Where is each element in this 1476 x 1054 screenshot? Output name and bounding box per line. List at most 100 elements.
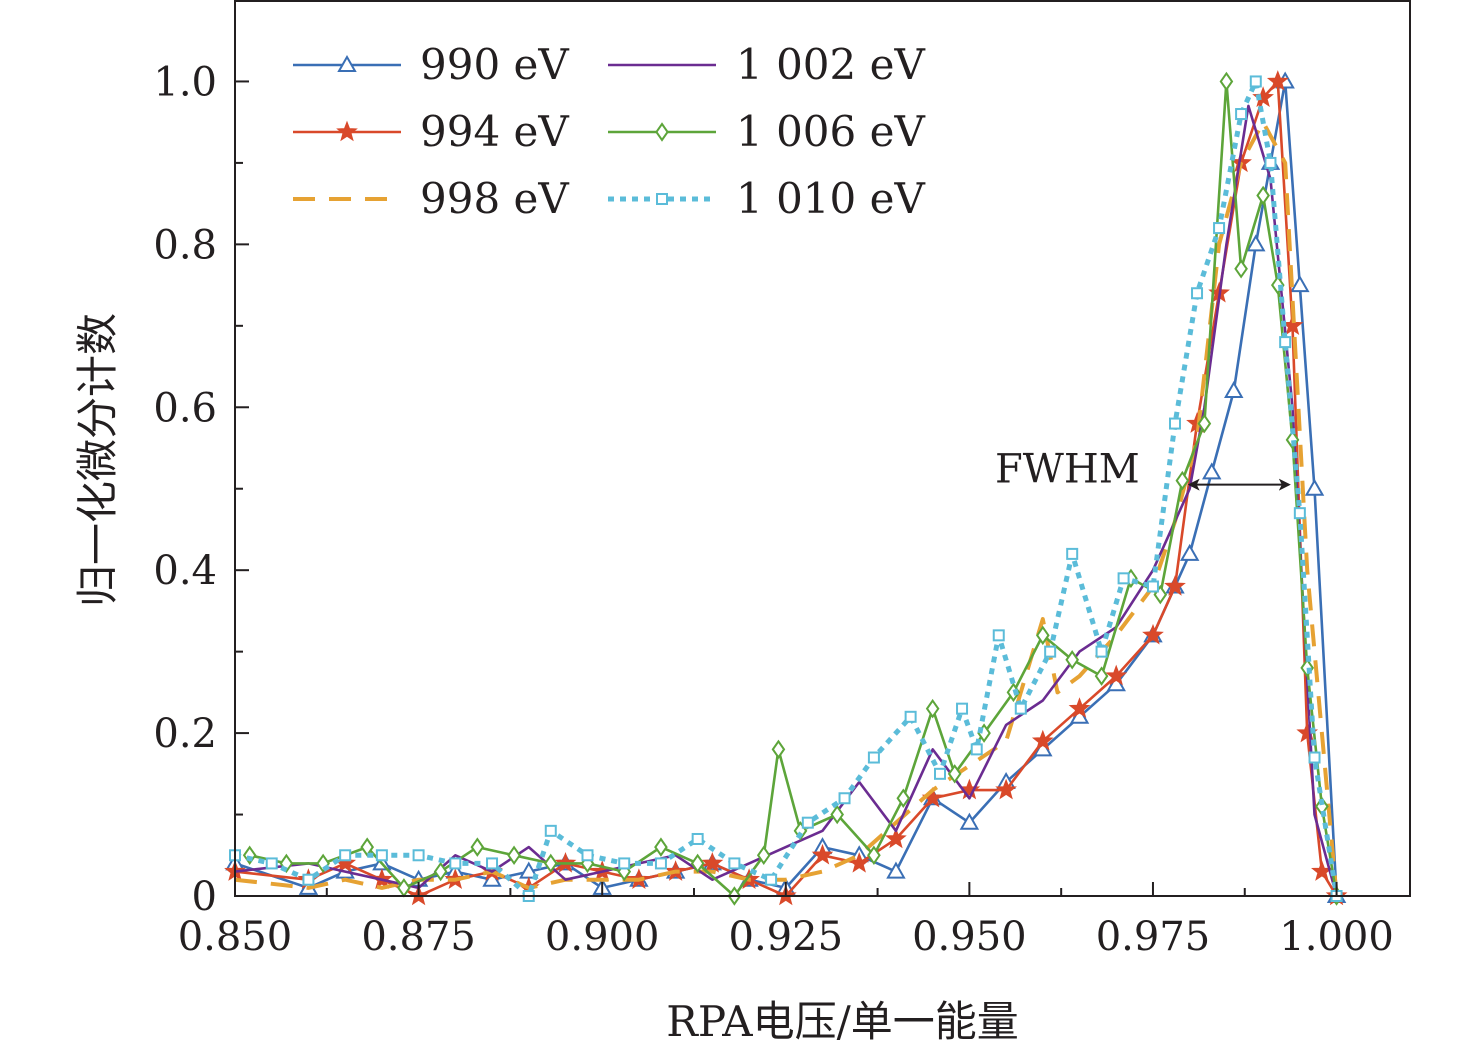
data-point <box>1308 751 1321 764</box>
data-point <box>1201 462 1222 480</box>
data-point <box>1146 580 1159 593</box>
data-point <box>867 845 881 866</box>
data-point <box>1044 645 1057 658</box>
data-point <box>1065 650 1080 670</box>
data-point <box>1175 470 1190 491</box>
data-point <box>581 849 594 862</box>
data-point <box>339 849 352 862</box>
data-point <box>412 849 425 862</box>
x-tick-label: 0.975 <box>1096 914 1211 960</box>
legend-label: 1 002 eV <box>736 40 925 89</box>
y-axis-title: 归一化微分计数 <box>73 313 122 607</box>
y-tick-label: 0.8 <box>153 222 217 268</box>
data-point <box>1264 156 1277 169</box>
data-point <box>1164 575 1186 596</box>
data-point <box>728 857 741 870</box>
series-4 <box>242 71 1344 906</box>
data-point <box>947 764 962 784</box>
x-tick-label: 0.850 <box>178 914 293 960</box>
legend-marker <box>656 193 668 205</box>
data-point <box>801 816 814 829</box>
data-point <box>690 853 705 874</box>
legend-marker <box>337 54 357 72</box>
data-point <box>507 845 521 866</box>
data-point <box>654 857 667 870</box>
data-point <box>765 873 778 886</box>
data-point <box>654 837 668 857</box>
x-axis-title: RPA电压/单一能量 <box>666 997 1019 1046</box>
plot-frame <box>234 0 1411 897</box>
data-point <box>1252 86 1274 107</box>
data-point <box>1270 275 1285 295</box>
x-tick-label: 0.875 <box>361 914 476 960</box>
data-point <box>904 710 917 723</box>
fwhm-label: FWHM <box>995 447 1140 493</box>
legend-label: 990 eV <box>420 40 569 89</box>
legend-label: 1 006 eV <box>736 107 925 156</box>
x-tick-label: 0.925 <box>729 914 844 960</box>
data-point <box>1095 645 1108 658</box>
y-tick-label: 0.6 <box>153 385 217 431</box>
legend-item-1: 994 eV <box>293 107 569 156</box>
legend-label: 1 010 eV <box>736 174 925 223</box>
data-point <box>1279 336 1292 349</box>
data-point <box>811 843 834 865</box>
legend: 990 eV 994 eV 998 eV 1 002 eV 1 006 eV 1 010 … <box>293 40 925 223</box>
data-point <box>1224 380 1244 398</box>
legend-item-3: 1 002 eV <box>608 40 925 89</box>
data-point <box>896 788 911 808</box>
x-tick-label: 0.900 <box>545 914 660 960</box>
data-point <box>838 792 851 805</box>
data-point <box>934 767 946 780</box>
y-tick-label: 0 <box>192 874 217 920</box>
plot-series <box>224 70 1348 906</box>
series-5 <box>229 75 1343 902</box>
data-point <box>543 853 558 874</box>
legend-label: 998 eV <box>420 174 569 223</box>
data-point <box>970 743 983 756</box>
data-point <box>992 629 1005 642</box>
data-point <box>995 778 1017 800</box>
legend-item-2: 998 eV <box>293 174 569 223</box>
data-point <box>1234 259 1248 279</box>
data-point <box>1285 430 1300 450</box>
data-point <box>885 827 907 849</box>
legend-item-5: 1 010 eV <box>608 174 925 223</box>
data-point <box>886 861 906 879</box>
data-point <box>1213 222 1226 235</box>
data-point <box>1014 702 1027 715</box>
data-point <box>302 873 315 886</box>
data-point <box>1246 234 1266 252</box>
series-2 <box>234 120 1339 897</box>
y-tick-label: 0.4 <box>153 548 217 594</box>
data-point <box>544 824 557 837</box>
data-point <box>1249 75 1262 88</box>
data-point <box>1293 507 1306 520</box>
y-tick-label: 0.2 <box>153 711 217 757</box>
data-point <box>1035 625 1050 646</box>
data-point <box>1304 478 1325 496</box>
data-point <box>433 861 448 882</box>
data-point <box>830 804 845 825</box>
legend-item-4: 1 006 eV <box>608 107 925 156</box>
data-point <box>1290 275 1310 293</box>
data-point <box>1191 287 1204 300</box>
series-line-2 <box>234 120 1339 897</box>
data-point <box>956 702 969 715</box>
data-point <box>1142 623 1164 645</box>
series-line-5 <box>234 79 1340 899</box>
data-point <box>1179 543 1200 561</box>
data-point <box>756 845 771 866</box>
data-point <box>618 857 631 870</box>
data-point <box>925 698 940 719</box>
data-point <box>1066 547 1079 560</box>
data-point <box>867 751 880 764</box>
data-point <box>771 739 786 760</box>
data-point <box>265 857 278 870</box>
data-point <box>375 849 388 862</box>
data-point <box>1235 108 1248 121</box>
legend-label: 994 eV <box>420 107 569 156</box>
data-point <box>470 837 485 857</box>
y-tick-label: 1.0 <box>153 59 217 105</box>
